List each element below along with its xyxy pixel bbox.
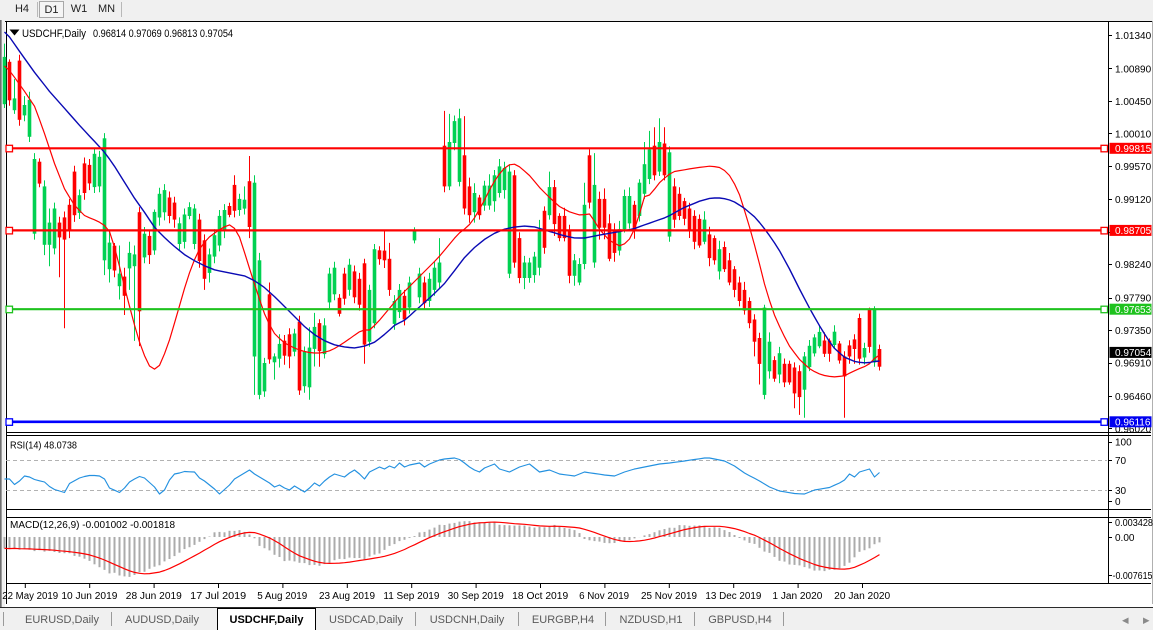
svg-text:USDCHF,Daily: USDCHF,Daily [22, 28, 86, 40]
svg-text:25 Nov 2019: 25 Nov 2019 [641, 591, 697, 602]
svg-text:30: 30 [1115, 486, 1127, 497]
svg-text:20 Jan 2020: 20 Jan 2020 [834, 591, 890, 602]
svg-text:0.003428: 0.003428 [1115, 518, 1153, 529]
svg-text:0.97653: 0.97653 [1115, 305, 1152, 316]
svg-text:0.99120: 0.99120 [1115, 195, 1152, 206]
svg-text:30 Sep 2019: 30 Sep 2019 [448, 591, 504, 602]
svg-text:18 Oct 2019: 18 Oct 2019 [512, 591, 568, 602]
svg-text:28 Jun 2019: 28 Jun 2019 [126, 591, 182, 602]
svg-text:0.98240: 0.98240 [1115, 260, 1152, 271]
svg-text:0.99570: 0.99570 [1115, 162, 1152, 173]
svg-text:17 Jul 2019: 17 Jul 2019 [190, 591, 246, 602]
svg-text:1 Jan 2020: 1 Jan 2020 [772, 591, 822, 602]
svg-text:0.99815: 0.99815 [1115, 144, 1152, 155]
svg-text:0.97790: 0.97790 [1115, 294, 1152, 305]
svg-text:1.01340: 1.01340 [1115, 31, 1152, 42]
svg-text:0: 0 [1115, 497, 1121, 508]
svg-text:-0.007615: -0.007615 [1113, 571, 1153, 582]
svg-text:0.96814 0.97069 0.96813 0.9705: 0.96814 0.97069 0.96813 0.97054 [93, 28, 233, 40]
svg-text:RSI(14) 48.0738: RSI(14) 48.0738 [10, 440, 77, 452]
svg-text:13 Dec 2019: 13 Dec 2019 [705, 591, 761, 602]
svg-text:0.98705: 0.98705 [1115, 226, 1152, 237]
svg-text:0.96910: 0.96910 [1115, 359, 1152, 370]
svg-text:MACD(12,26,9) -0.001002 -0.001: MACD(12,26,9) -0.001002 -0.001818 [10, 520, 176, 531]
svg-text:5 Aug 2019: 5 Aug 2019 [257, 591, 307, 602]
svg-text:0.96460: 0.96460 [1115, 392, 1152, 403]
svg-text:0.00: 0.00 [1115, 533, 1135, 544]
svg-text:23 Aug 2019: 23 Aug 2019 [319, 591, 375, 602]
svg-text:1.00450: 1.00450 [1115, 97, 1152, 108]
svg-text:0.96116: 0.96116 [1115, 418, 1151, 429]
svg-text:0.96020: 0.96020 [1115, 424, 1152, 435]
svg-text:1.00890: 1.00890 [1115, 64, 1152, 75]
svg-text:1.00010: 1.00010 [1115, 129, 1152, 140]
svg-text:6 Nov 2019: 6 Nov 2019 [579, 591, 629, 602]
svg-text:0.97054: 0.97054 [1115, 348, 1152, 359]
svg-text:10 Jun 2019: 10 Jun 2019 [61, 591, 117, 602]
svg-text:22 May 2019: 22 May 2019 [2, 591, 58, 602]
svg-text:70: 70 [1115, 456, 1127, 467]
svg-text:0.97350: 0.97350 [1115, 326, 1152, 337]
svg-text:100: 100 [1115, 438, 1132, 449]
svg-text:11 Sep 2019: 11 Sep 2019 [383, 591, 439, 602]
